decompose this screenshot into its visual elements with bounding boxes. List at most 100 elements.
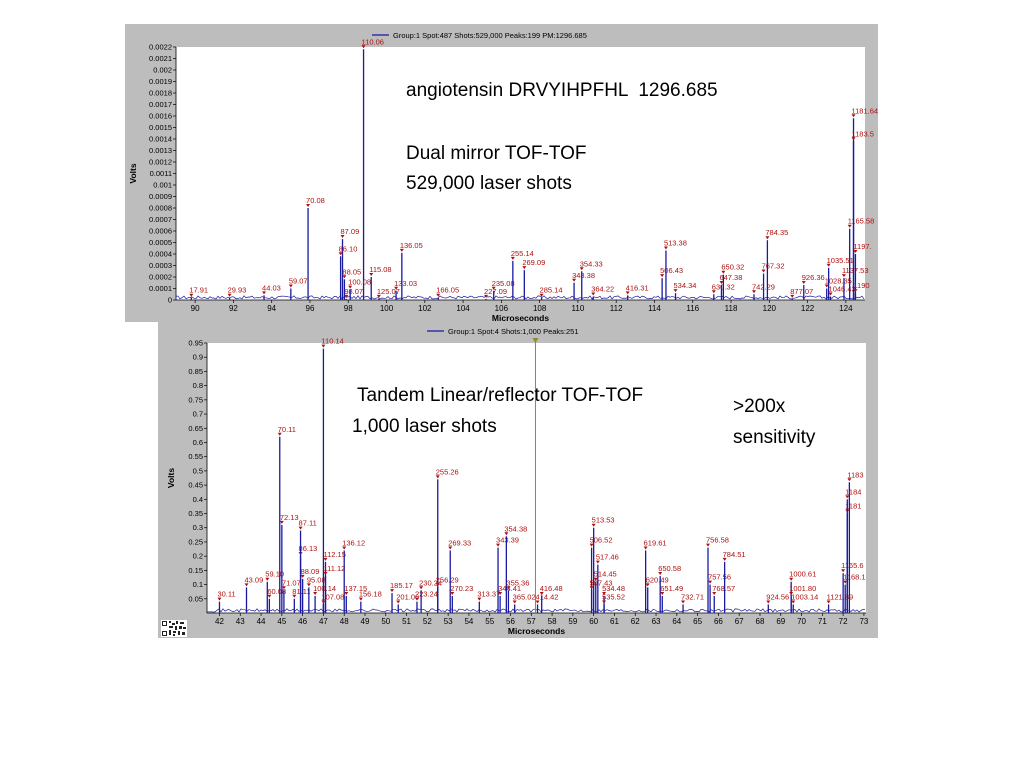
peak-label: 269.33 xyxy=(448,538,471,547)
peak-marker xyxy=(491,286,496,290)
legend-label: Group:1 Spot:4 Shots:1,000 Peaks:251 xyxy=(448,327,579,336)
peak-label: 1168.1 xyxy=(843,573,865,582)
y-tick-label: 0.0012 xyxy=(149,158,172,167)
x-tick-label: 120 xyxy=(763,304,777,313)
peak-label: 87.09 xyxy=(341,227,360,236)
y-tick-label: 0.0017 xyxy=(149,100,172,109)
x-tick-label: 60 xyxy=(589,617,598,626)
peak-marker xyxy=(321,600,326,604)
peak-marker xyxy=(510,256,515,260)
peak-label: 115.08 xyxy=(369,265,391,274)
peak-marker xyxy=(435,583,440,587)
peak-marker xyxy=(323,572,328,576)
peak-label: 1121.89 xyxy=(827,592,854,601)
peak-label: 95.08 xyxy=(307,575,326,584)
y-tick-label: 0.0015 xyxy=(149,123,172,132)
y-tick-label: 0.0002 xyxy=(149,273,172,282)
x-tick-label: 47 xyxy=(319,617,328,626)
peak-label: 1028.35 xyxy=(825,277,852,286)
peak-marker xyxy=(227,293,232,297)
peak-label: 1003.14 xyxy=(791,592,818,601)
peak-marker xyxy=(851,114,856,118)
x-tick-label: 50 xyxy=(381,617,390,626)
x-tick-label: 90 xyxy=(191,304,200,313)
peak-label: 70.08 xyxy=(306,196,325,205)
peak-label: 230.24 xyxy=(419,578,442,587)
peak-marker xyxy=(602,600,607,604)
y-tick-label: 0.0005 xyxy=(149,238,172,247)
peak-marker xyxy=(217,597,222,601)
x-tick-label: 63 xyxy=(652,617,661,626)
baseline-trace xyxy=(175,295,865,300)
peak-marker xyxy=(414,597,419,601)
peak-label: 1183 xyxy=(847,470,863,479)
peak-label: 1190 xyxy=(853,281,869,290)
peak-marker xyxy=(369,273,374,276)
x-tick-label: 112 xyxy=(610,304,623,313)
top-shots-note: 529,000 laser shots xyxy=(406,173,572,194)
peak-marker xyxy=(396,600,401,604)
plot-area xyxy=(207,343,866,613)
peak-marker xyxy=(262,291,267,295)
peak-marker xyxy=(663,246,668,250)
peak-label: 517.46 xyxy=(596,553,619,562)
peak-marker xyxy=(358,597,363,601)
peak-marker xyxy=(484,294,489,298)
peak-marker xyxy=(824,284,829,288)
x-tick-label: 104 xyxy=(456,304,470,313)
peak-label: 17.91 xyxy=(189,286,208,295)
peak-marker xyxy=(512,600,517,604)
peak-marker xyxy=(847,224,852,228)
peak-marker xyxy=(791,600,796,604)
x-tick-label: 71 xyxy=(818,617,827,626)
y-tick-label: 0.0013 xyxy=(149,146,172,155)
peak-label: 269.09 xyxy=(522,258,545,267)
peak-marker xyxy=(591,523,596,527)
x-tick-label: 55 xyxy=(485,617,494,626)
x-tick-label: 44 xyxy=(257,617,266,626)
peak-marker xyxy=(658,572,663,576)
x-tick-label: 108 xyxy=(533,304,547,313)
peak-marker xyxy=(828,292,833,296)
peak-label: 43.09 xyxy=(244,575,263,584)
peak-marker xyxy=(342,546,347,550)
peak-marker xyxy=(765,236,770,240)
x-tick-label: 56 xyxy=(506,617,515,626)
peak-label: 98.07 xyxy=(344,287,363,296)
y-tick-label: 0.0022 xyxy=(149,43,172,52)
peak-label: 112.15 xyxy=(323,550,345,559)
y-tick-label: 0.4 xyxy=(193,495,203,504)
peak-marker xyxy=(761,269,766,273)
x-tick-label: 57 xyxy=(527,617,536,626)
peak-label: 756.58 xyxy=(706,536,729,545)
peak-label: 620.49 xyxy=(646,575,669,584)
peak-marker xyxy=(292,594,297,598)
peak-marker xyxy=(267,594,272,598)
x-tick-label: 48 xyxy=(340,617,349,626)
cursor-marker xyxy=(532,338,539,343)
x-tick-label: 124 xyxy=(839,304,853,313)
x-tick-label: 110 xyxy=(572,304,585,313)
peak-label: 647.38 xyxy=(719,273,742,282)
y-tick-label: 0.002 xyxy=(153,66,172,75)
x-tick-label: 118 xyxy=(725,304,738,313)
peak-label: 256.29 xyxy=(436,575,459,584)
peak-label: 88.05 xyxy=(342,267,361,276)
peak-label: 81.11 xyxy=(292,587,310,596)
sensitivity-factor-note: >200x xyxy=(733,396,786,417)
peak-label: 1197. xyxy=(853,242,871,251)
peak-marker xyxy=(300,574,305,578)
peak-marker xyxy=(851,137,856,141)
peak-label: 1035.51 xyxy=(827,256,854,265)
peak-label: 1001.80 xyxy=(789,584,816,593)
peak-label: 414.42 xyxy=(536,592,559,601)
peak-marker xyxy=(602,591,607,595)
peak-marker xyxy=(589,543,594,547)
y-axis-title: Volts xyxy=(128,163,138,183)
peak-label: 1165.58 xyxy=(848,217,875,226)
x-tick-label: 64 xyxy=(672,617,681,626)
peak-label: 416.48 xyxy=(540,584,563,593)
peak-label: 136.05 xyxy=(400,241,423,250)
y-tick-label: 0.0016 xyxy=(149,112,172,121)
